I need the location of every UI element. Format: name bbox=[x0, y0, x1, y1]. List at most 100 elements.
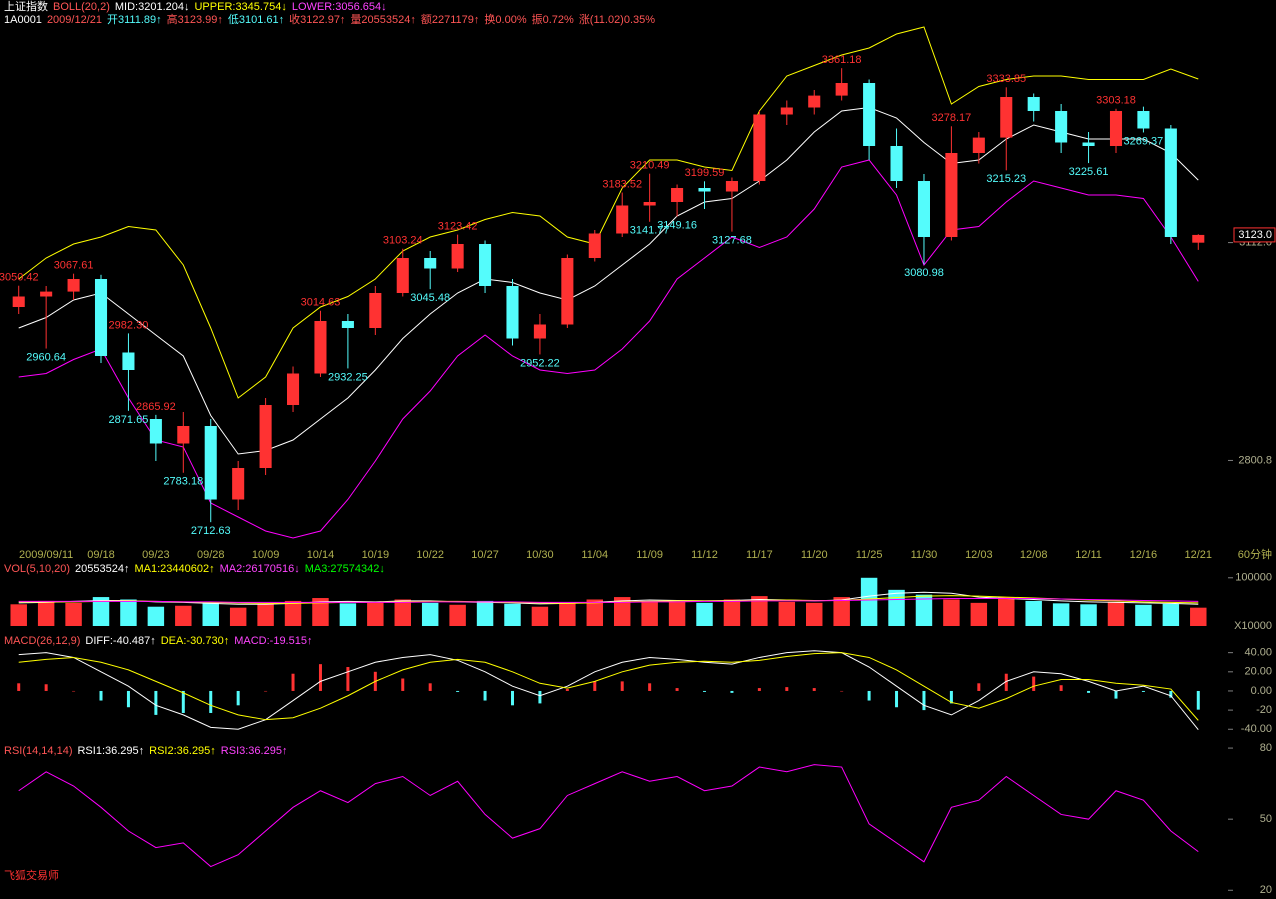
header-item: LOWER:3056.654↓ bbox=[292, 1, 387, 13]
candle-body bbox=[506, 286, 519, 339]
candle-body bbox=[232, 468, 245, 500]
header-item: MACD:-19.515↑ bbox=[234, 635, 312, 647]
candle-body bbox=[149, 419, 162, 444]
macd-bar bbox=[949, 690, 953, 704]
candle-body bbox=[1055, 111, 1068, 143]
macd-bar bbox=[812, 688, 816, 691]
candle-body bbox=[286, 373, 300, 405]
x-tick-label: 11/30 bbox=[911, 549, 938, 561]
macd-bar bbox=[977, 683, 981, 691]
candle-body bbox=[698, 188, 711, 192]
header-item: 上证指数 bbox=[4, 0, 48, 13]
candle-body bbox=[808, 95, 821, 108]
candle-body bbox=[204, 426, 217, 500]
price-annotation: 3080.98 bbox=[904, 267, 944, 279]
candle-body bbox=[1137, 111, 1150, 129]
price-annotation: 3141.77 bbox=[630, 225, 670, 237]
x-tick-label: 11/12 bbox=[691, 549, 718, 561]
price-annotation: 2952.22 bbox=[520, 357, 560, 369]
volume-bar bbox=[229, 607, 247, 626]
y-tick-label: 2800.8 bbox=[1238, 454, 1272, 466]
volume-bar bbox=[559, 602, 576, 626]
macd-bar bbox=[922, 690, 926, 711]
x-tick-label: 12/21 bbox=[1185, 549, 1213, 561]
macd-bar bbox=[1087, 690, 1091, 693]
volume-bar bbox=[1135, 604, 1152, 626]
volume-bar bbox=[723, 599, 741, 626]
price-annotation: 2712.63 bbox=[191, 525, 231, 537]
x-tick-label: 12/03 bbox=[965, 549, 993, 561]
macd-bar bbox=[1196, 690, 1200, 710]
candle-body bbox=[917, 181, 931, 237]
price-annotation: 2982.30 bbox=[109, 319, 149, 331]
candle-body bbox=[67, 279, 80, 292]
macd-bar bbox=[1059, 685, 1063, 691]
macd-bar bbox=[181, 690, 185, 713]
macd-bar bbox=[1141, 690, 1145, 692]
price-annotation: 3278.17 bbox=[932, 112, 972, 124]
candle-body bbox=[479, 244, 492, 286]
candle-body bbox=[12, 296, 25, 307]
price-annotation: 3199.59 bbox=[685, 167, 725, 179]
indicator-line bbox=[18, 26, 1199, 399]
y-tick-label: 20 bbox=[1260, 884, 1272, 896]
candle-body bbox=[753, 114, 766, 181]
x-tick-label: 2009/09/11 bbox=[19, 549, 73, 561]
price-annotation: 2865.92 bbox=[136, 401, 176, 413]
macd-bar bbox=[346, 667, 350, 691]
macd-bar bbox=[565, 689, 569, 691]
volume-bar bbox=[257, 604, 274, 626]
header-item: BOLL(20,2) bbox=[53, 1, 110, 13]
x-tick-label: 11/17 bbox=[746, 549, 773, 561]
candle-body bbox=[369, 293, 382, 328]
volume-bar bbox=[92, 597, 110, 626]
header-item: 1A0001 bbox=[4, 14, 42, 26]
y-tick-label: 0.00 bbox=[1251, 685, 1272, 697]
volume-bar bbox=[504, 603, 521, 626]
macd-bar bbox=[730, 690, 734, 693]
x-tick-label: 10/19 bbox=[362, 549, 390, 561]
candle-body bbox=[314, 321, 327, 374]
volume-bar bbox=[586, 599, 604, 626]
header-item: RSI1:36.295↑ bbox=[77, 745, 144, 757]
candle-body bbox=[643, 202, 656, 206]
volume-bar bbox=[175, 605, 192, 626]
volume-bar bbox=[65, 602, 82, 626]
macd-bar bbox=[1004, 673, 1008, 691]
volume-bar bbox=[1190, 607, 1207, 626]
macd-bar bbox=[72, 690, 76, 692]
candle-body bbox=[561, 258, 574, 325]
volume-bar bbox=[37, 600, 55, 626]
price-annotation: 2960.64 bbox=[26, 351, 66, 363]
y-tick-label: 40.00 bbox=[1244, 647, 1272, 659]
volume-bar bbox=[531, 606, 549, 626]
macd-bar bbox=[236, 690, 240, 706]
rsi-line bbox=[18, 764, 1199, 868]
header-item: DIFF:-40.487↑ bbox=[85, 635, 155, 647]
macd-bar bbox=[99, 690, 103, 701]
macd-bar bbox=[895, 690, 899, 708]
watermark: 飞狐交易师 bbox=[4, 868, 59, 882]
macd-bar bbox=[840, 690, 844, 692]
x-tick-label: 12/08 bbox=[1020, 549, 1048, 561]
price-annotation: 3050.42 bbox=[0, 272, 39, 284]
header-item: 涨(11.02)0.35% bbox=[579, 13, 655, 26]
macd-bar bbox=[510, 690, 514, 706]
indicator-line bbox=[18, 106, 1199, 455]
price-annotation: 3361.18 bbox=[822, 54, 862, 66]
price-annotation: 2783.18 bbox=[163, 476, 203, 488]
candle-body bbox=[533, 324, 546, 339]
price-annotation: 3045.48 bbox=[410, 292, 450, 304]
candle-body bbox=[725, 181, 738, 192]
header-item: 20553524↑ bbox=[75, 563, 129, 575]
volume-bar bbox=[394, 599, 411, 626]
candle-body bbox=[616, 205, 629, 234]
header-item: 收3122.97↑ bbox=[289, 12, 345, 26]
volume-bar bbox=[147, 606, 165, 626]
volume-bar bbox=[339, 603, 357, 626]
volume-bar bbox=[421, 602, 439, 626]
macd-bar bbox=[675, 688, 679, 691]
candle-body bbox=[1109, 111, 1123, 146]
